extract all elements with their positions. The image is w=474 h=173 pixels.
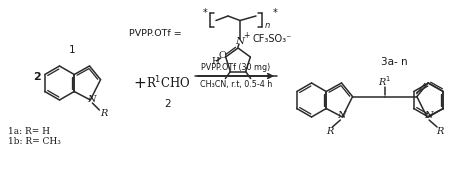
Text: PVPP.OTf (30 mg): PVPP.OTf (30 mg) (201, 62, 271, 71)
Text: 1a: R= H: 1a: R= H (8, 126, 50, 135)
Text: N: N (236, 37, 245, 45)
Text: PVPP.OTf =: PVPP.OTf = (128, 29, 182, 38)
Text: R$^1$CHO: R$^1$CHO (146, 75, 191, 91)
Text: R: R (100, 108, 107, 117)
Text: N: N (337, 112, 346, 121)
Text: n: n (264, 21, 270, 30)
Text: R$^1$: R$^1$ (378, 74, 392, 88)
Text: O: O (219, 52, 227, 61)
Text: *: * (202, 8, 207, 18)
Text: +: + (243, 31, 249, 40)
Text: *: * (273, 8, 277, 18)
Text: R: R (437, 126, 444, 135)
Text: 2: 2 (33, 72, 40, 82)
Text: R: R (326, 126, 333, 135)
Text: H: H (212, 57, 219, 66)
Text: N: N (87, 94, 96, 103)
Text: 1: 1 (69, 45, 75, 55)
Text: 3a- n: 3a- n (382, 57, 408, 67)
Text: +: + (134, 75, 146, 90)
Text: CF₃SO₃⁻: CF₃SO₃⁻ (252, 34, 292, 44)
Text: CH₃CN, r.t, 0.5-4 h: CH₃CN, r.t, 0.5-4 h (200, 80, 272, 89)
Text: 2: 2 (164, 99, 171, 109)
Text: 1b: R= CH₃: 1b: R= CH₃ (8, 138, 61, 147)
Text: N: N (424, 112, 432, 121)
